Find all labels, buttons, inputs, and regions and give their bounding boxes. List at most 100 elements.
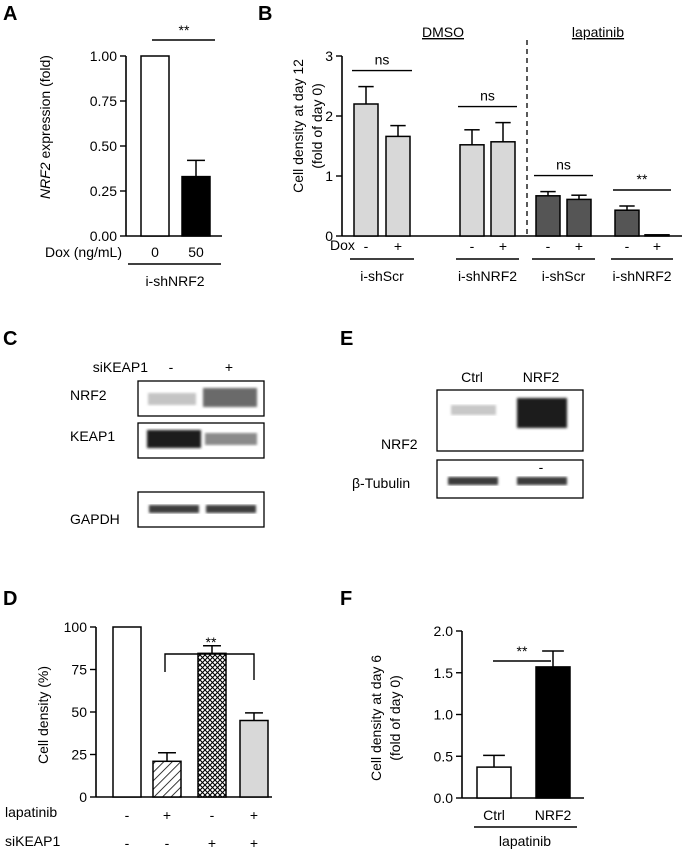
panel-a-ylabel-rest: expression (fold) [37, 55, 53, 162]
panel-a-group-label: i-shNRF2 [145, 273, 204, 289]
panel-label-c: C [3, 328, 17, 350]
panel-b-section-lapatinib: lapatinib [572, 24, 624, 40]
f-ytick-label: 2.0 [434, 623, 454, 639]
panel-e-lane-nrf2: NRF2 [523, 369, 560, 385]
b-ytick-label: 0 [325, 228, 333, 244]
panel-b-group-label: i-shScr [542, 268, 586, 284]
panel-d-row1-mark: - [210, 807, 215, 823]
b-bar [614, 209, 640, 237]
f-ytick-label: 0.0 [434, 790, 454, 806]
a-ytick-label: 0.25 [90, 183, 117, 199]
panel-d-treatment-marks: - - + - - + + + [125, 807, 258, 851]
panel-label-b: B [258, 3, 272, 25]
panel-d-row1-label: lapatinib [5, 804, 57, 820]
panel-d-chart: 0 25 50 75 100 Cell density (%) ** lapatinib… [5, 619, 272, 851]
f-bar [535, 666, 571, 799]
panel-d-row1-mark: + [163, 807, 171, 823]
panel-d-sig-bracket [164, 653, 255, 680]
panel-b-dox-mark: - [546, 238, 551, 254]
panel-f-category-0: Ctrl [483, 807, 505, 823]
d-bar [152, 760, 182, 798]
b-bar [490, 141, 516, 237]
d-ytick-label: 100 [64, 619, 88, 635]
panel-d-bars [112, 626, 269, 798]
panel-c-lane-mark-0: - [169, 359, 174, 375]
panel-f-sig-label: ** [517, 643, 528, 659]
panel-d-sig-label: ** [206, 634, 217, 650]
d-bar [112, 626, 142, 798]
a-ytick-label: 0.75 [90, 93, 117, 109]
panel-label-a: A [3, 3, 17, 25]
panel-d-row2-label: siKEAP1 [5, 833, 60, 849]
panel-f-ylabel-line1: Cell density at day 6 [368, 655, 384, 781]
a-ytick-label: 1.00 [90, 48, 117, 64]
f-ytick-label: 0.5 [434, 748, 454, 764]
panel-c-row-keap1: KEAP1 [70, 428, 115, 444]
panel-f-yticks: 0.0 0.5 1.0 1.5 2.0 [434, 623, 462, 806]
d-bar [197, 652, 227, 798]
panel-b-dox-mark: + [653, 238, 661, 254]
panel-e-row-nrf2: NRF2 [381, 436, 418, 452]
panel-b-bars [353, 85, 670, 237]
panel-e-row-tubulin: β-Tubulin [352, 475, 410, 491]
panel-a-ylabel: NRF2 expression (fold) [37, 55, 53, 199]
panel-e-artifact-mark: - [539, 459, 544, 475]
panel-a-category-0: 0 [151, 244, 159, 260]
d-ytick-label: 75 [71, 662, 87, 678]
panel-c-band-keap1-lane1 [147, 430, 201, 448]
panel-f-bars [476, 650, 571, 799]
a-ytick-label: 0.50 [90, 138, 117, 154]
panel-label-d: D [3, 588, 17, 610]
a-ytick-label: 0.00 [90, 228, 117, 244]
d-bar [239, 719, 269, 798]
panel-b-sig-label: ns [480, 88, 495, 104]
panel-b-group-label: i-shNRF2 [458, 268, 517, 284]
panel-a-bars [140, 55, 211, 237]
panel-c-row-gapdh: GAPDH [70, 511, 120, 527]
panel-b-ylabel-line2: (fold of day 0) [309, 83, 325, 169]
panel-b-dox-mark: + [499, 238, 507, 254]
panel-b-section-dmso: DMSO [422, 24, 464, 40]
panel-label-e: E [340, 328, 353, 350]
panel-a-yticks: 0.00 0.25 0.50 0.75 1.00 [90, 48, 126, 244]
panel-b-chart: 0 1 2 3 ns ns ns ** Cell density at day 12 (fo… [290, 24, 682, 284]
panel-e-band-tubulin-ctrl [448, 477, 498, 485]
panel-b-sig-label: ns [375, 52, 390, 68]
panel-b-significance: ns ns ns ** [352, 52, 671, 191]
panel-b-dox-mark: + [575, 238, 583, 254]
panel-d-row2-mark: + [208, 835, 216, 851]
panel-f-group-label: lapatinib [499, 833, 551, 849]
panel-a-chart: 0.00 0.25 0.50 0.75 1.00 NRF2 expression (fo… [37, 22, 222, 289]
panel-e-lane-ctrl: Ctrl [461, 369, 483, 385]
panel-c-band-gapdh-lane1 [149, 505, 199, 513]
panel-b-groups: i-shScr i-shNRF2 i-shScr i-shNRF2 [350, 258, 673, 284]
panel-e-band-tubulin-oe [517, 477, 567, 485]
panel-d-row1-mark: + [250, 807, 258, 823]
panel-b-group-label: i-shScr [360, 268, 404, 284]
f-ytick-label: 1.5 [434, 665, 454, 681]
panel-b-group-label: i-shNRF2 [612, 268, 671, 284]
panel-c-treatment-label: siKEAP1 [93, 359, 148, 375]
panel-c-band-keap1-lane2 [205, 433, 257, 445]
panel-b-dox-label: Dox [330, 237, 355, 253]
panel-d-ylabel: Cell density (%) [35, 666, 51, 764]
panel-c-row-nrf2: NRF2 [70, 387, 107, 403]
panel-a-sig-label: ** [179, 22, 190, 38]
panel-b-dox-marks: - + - + - + - + [364, 238, 661, 254]
panel-a-ylabel-gene: NRF2 [37, 162, 53, 199]
panel-c-lane-mark-1: + [225, 359, 233, 375]
panel-c-band-nrf2-lane1 [148, 393, 196, 405]
f-ytick-label: 1.0 [434, 707, 454, 723]
panel-d-row2-mark: - [165, 835, 170, 851]
panel-b-dox-mark: - [625, 238, 630, 254]
d-ytick-label: 0 [79, 789, 87, 805]
panel-c-band-gapdh-lane2 [206, 505, 256, 513]
panel-b-dox-mark: + [394, 238, 402, 254]
panel-b-sig-label: ns [556, 157, 571, 173]
b-ytick-label: 1 [325, 168, 333, 184]
b-bar [644, 234, 670, 237]
b-ytick-label: 2 [325, 108, 333, 124]
panel-d-yticks: 0 25 50 75 100 [64, 619, 96, 805]
panel-e-band-nrf2-oe [517, 398, 567, 428]
b-bar [535, 195, 561, 237]
